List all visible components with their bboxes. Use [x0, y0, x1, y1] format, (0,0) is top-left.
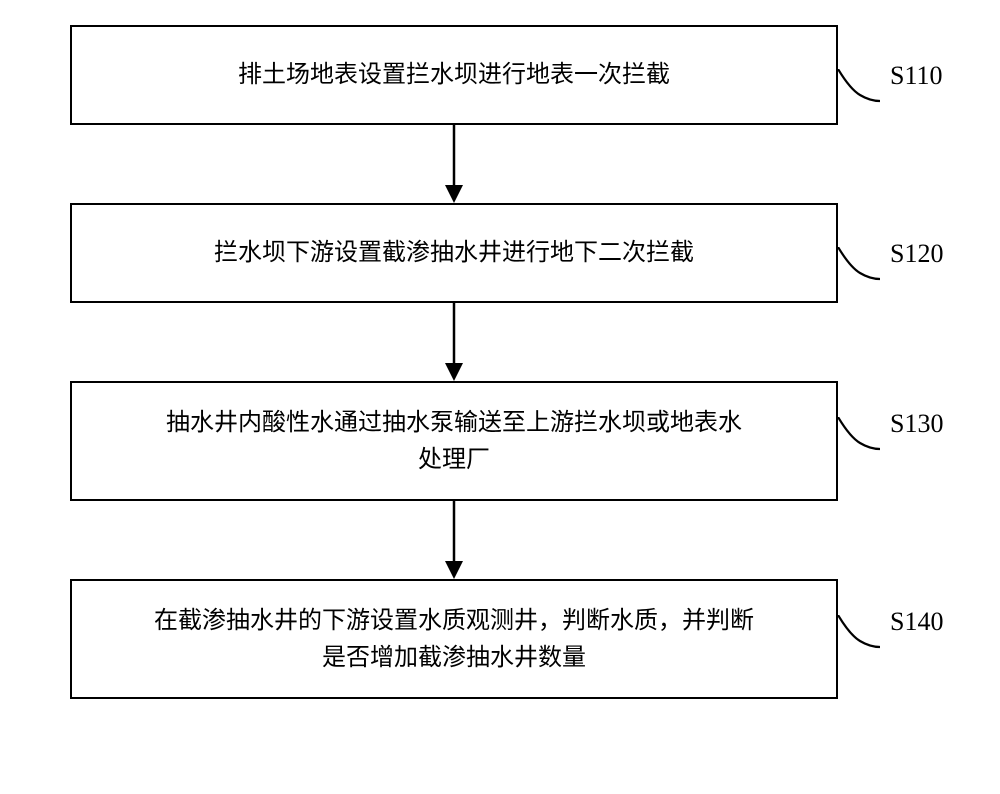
step-text: 在截渗抽水井的下游设置水质观测井，判断水质，并判断 是否增加截渗抽水井数量 — [154, 602, 754, 676]
step-text: 排土场地表设置拦水坝进行地表一次拦截 — [238, 56, 670, 93]
flowchart-step: 拦水坝下游设置截渗抽水井进行地下二次拦截 — [70, 203, 838, 303]
step-text: 拦水坝下游设置截渗抽水井进行地下二次拦截 — [214, 234, 694, 271]
flowchart-container: 排土场地表设置拦水坝进行地表一次拦截 S110 拦水坝下游设置截渗抽水井进行地下… — [70, 25, 930, 699]
step-label: S120 — [890, 239, 943, 269]
connector-bracket — [838, 417, 880, 457]
flowchart-step: 排土场地表设置拦水坝进行地表一次拦截 — [70, 25, 838, 125]
connector-bracket — [838, 247, 880, 287]
connector-bracket — [838, 615, 880, 655]
step-label: S110 — [890, 61, 943, 91]
connector-bracket — [838, 69, 880, 109]
flowchart-arrow — [70, 125, 838, 203]
flowchart-step: 在截渗抽水井的下游设置水质观测井，判断水质，并判断 是否增加截渗抽水井数量 — [70, 579, 838, 699]
flowchart-step: 抽水井内酸性水通过抽水泵输送至上游拦水坝或地表水 处理厂 — [70, 381, 838, 501]
flowchart-arrow — [70, 501, 838, 579]
step-label: S130 — [890, 409, 943, 439]
step-text: 抽水井内酸性水通过抽水泵输送至上游拦水坝或地表水 处理厂 — [166, 404, 742, 478]
step-label: S140 — [890, 607, 943, 637]
flowchart-arrow — [70, 303, 838, 381]
